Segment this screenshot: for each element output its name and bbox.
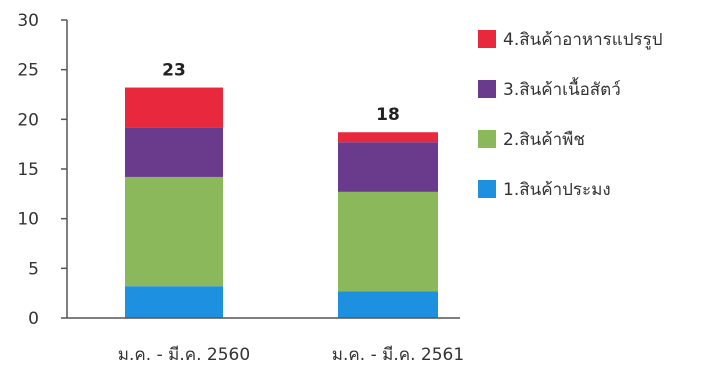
y-tick-label: 10 — [17, 210, 39, 230]
bar-total-label: 23 — [162, 61, 186, 81]
legend-label-plant: 2.สินค้าพืช — [503, 129, 585, 150]
y-tick-label: 0 — [28, 309, 39, 329]
legend-label-fishery: 1.สินค้าประมง — [503, 179, 611, 200]
y-tick-label: 15 — [17, 160, 39, 180]
bar-segment — [338, 142, 438, 192]
legend-item-plant: 2.สินค้าพืช — [478, 126, 703, 152]
bar-total-label: 18 — [376, 105, 400, 125]
x-axis: ม.ค. - มี.ค. 2560 ม.ค. - มี.ค. 2561 — [67, 317, 464, 365]
y-tick-label: 5 — [28, 259, 39, 279]
bar-segment — [125, 176, 223, 287]
legend-swatch-meat — [478, 80, 496, 98]
legend-swatch-plant — [478, 130, 496, 148]
legend-item-processed-food: 4.สินค้าอาหารแปรรูป — [478, 26, 703, 52]
legend: 4.สินค้าอาหารแปรรูป 3.สินค้าเนื้อสัตว์ 2… — [478, 26, 703, 226]
bars: 23 18 — [125, 61, 438, 318]
y-tick-label: 30 — [17, 11, 39, 31]
legend-item-fishery: 1.สินค้าประมง — [478, 176, 703, 202]
bar-segment — [125, 127, 223, 177]
legend-item-meat: 3.สินค้าเนื้อสัตว์ — [478, 76, 703, 102]
y-tick-label: 25 — [17, 61, 39, 81]
legend-label-meat: 3.สินค้าเนื้อสัตว์ — [503, 79, 621, 100]
legend-swatch-fishery — [478, 180, 496, 198]
y-axis: 0 5 10 15 20 25 30 — [17, 11, 68, 329]
bar-segment — [125, 87, 223, 128]
legend-label-processed-food: 4.สินค้าอาหารแปรรูป — [503, 29, 663, 50]
bar-segment — [338, 132, 438, 143]
bar-segment — [338, 291, 438, 318]
x-tick-label: ม.ค. - มี.ค. 2560 — [118, 345, 250, 365]
x-tick-label: ม.ค. - มี.ค. 2561 — [332, 345, 464, 365]
legend-swatch-processed-food — [478, 30, 496, 48]
bar-segment — [125, 286, 223, 318]
y-tick-label: 20 — [17, 110, 39, 130]
bar-segment — [338, 191, 438, 292]
